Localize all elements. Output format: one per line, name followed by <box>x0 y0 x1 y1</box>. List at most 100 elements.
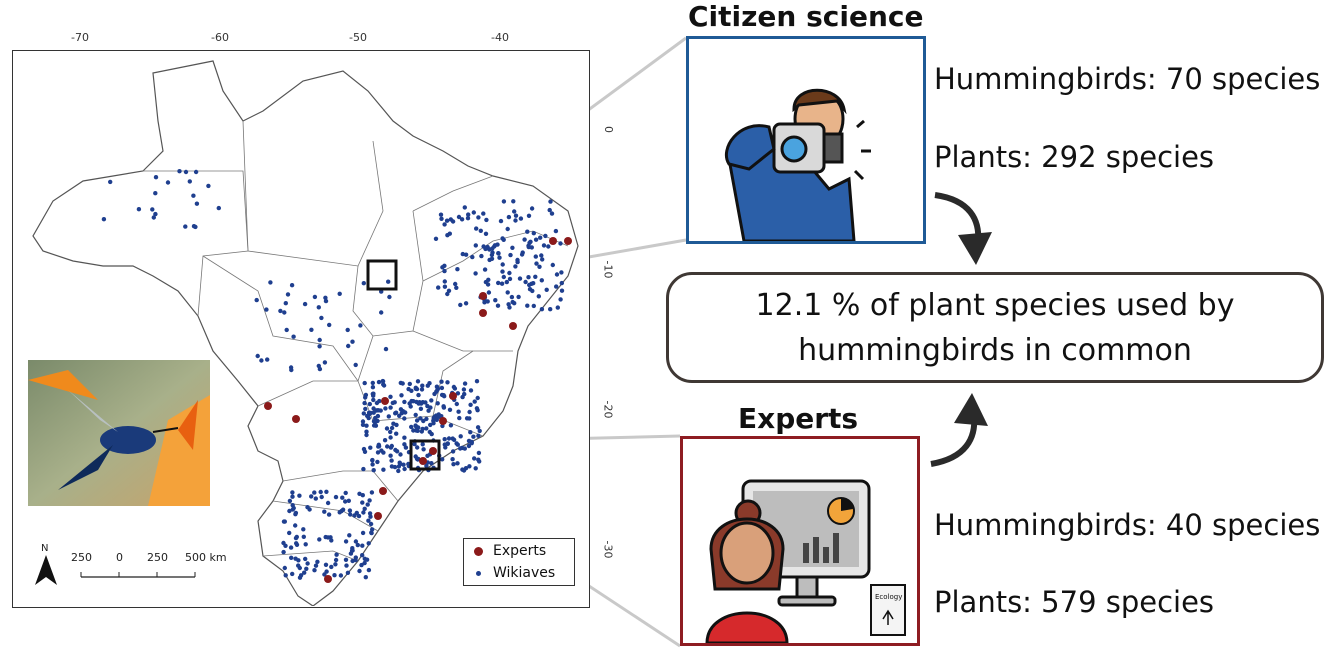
wikiaves-point <box>347 508 353 513</box>
wikiaves-point <box>396 468 401 474</box>
wikiaves-point <box>366 518 371 523</box>
wikiaves-point <box>323 562 329 567</box>
expert-point <box>479 309 487 317</box>
wikiaves-point <box>318 489 323 495</box>
wikiaves-point <box>454 285 459 290</box>
wikiaves-point <box>338 573 344 578</box>
wikiaves-point <box>468 402 473 407</box>
wikiaves-point <box>360 493 365 498</box>
wikiaves-point <box>293 535 299 541</box>
wikiaves-point <box>364 423 369 428</box>
wikiaves-point <box>285 292 291 297</box>
wikiaves-point <box>370 385 376 390</box>
wikiaves-point <box>471 210 476 215</box>
wikiaves-point <box>472 456 477 461</box>
wikiaves-point <box>324 489 329 494</box>
wikiaves-point <box>439 385 445 391</box>
wikiaves-point <box>323 295 328 300</box>
wikiaves-point <box>301 534 306 539</box>
wikiaves-point <box>541 243 547 248</box>
wikiaves-point <box>536 294 541 299</box>
wikiaves-point <box>522 237 527 242</box>
common-species-box: 12.1 % of plant species used by hummingb… <box>666 272 1324 383</box>
x-tick-label: -70 <box>71 31 89 44</box>
wikiaves-point <box>414 428 419 433</box>
wikiaves-point <box>361 281 366 286</box>
y-tick-label: 0 <box>602 126 615 133</box>
wikiaves-point <box>191 193 196 198</box>
wikiaves-point <box>402 416 407 421</box>
wikiaves-point <box>559 280 564 286</box>
wikiaves-point <box>364 432 369 438</box>
x-tick-label: -60 <box>211 31 229 44</box>
wikiaves-point <box>504 279 509 285</box>
wikiaves-point <box>370 458 375 463</box>
wikiaves-point <box>153 191 158 196</box>
wikiaves-point <box>150 207 155 212</box>
wikiaves-point <box>539 278 544 283</box>
wikiaves-point <box>384 426 390 431</box>
wikiaves-point <box>413 386 419 391</box>
wikiaves-point <box>559 288 565 293</box>
wikiaves-point <box>445 441 450 446</box>
wikiaves-point <box>529 281 534 286</box>
curved-arrow-down-icon <box>934 192 992 265</box>
wikiaves-point <box>476 215 481 220</box>
wikiaves-point <box>334 552 339 557</box>
expert-points <box>264 237 572 583</box>
wikiaves-point <box>407 401 412 406</box>
expert-point <box>549 237 557 245</box>
wikiaves-point <box>493 298 498 303</box>
wikiaves-point <box>337 291 342 296</box>
wikiaves-point <box>537 264 542 269</box>
wikiaves-point <box>415 379 421 384</box>
wikiaves-point <box>458 302 463 308</box>
wikiaves-point <box>431 421 436 426</box>
wikiaves-point <box>265 357 270 362</box>
wikiaves-point <box>539 253 544 258</box>
wikiaves-point <box>511 199 516 204</box>
wikiaves-point <box>362 400 367 406</box>
wikiaves-point <box>361 411 366 416</box>
wikiaves-point <box>394 431 399 436</box>
wikiaves-point <box>428 422 433 428</box>
photographer-icon <box>724 88 871 243</box>
wikiaves-point <box>442 437 447 442</box>
wikiaves-point <box>416 401 421 406</box>
wikiaves-point <box>457 415 462 421</box>
expert-point <box>509 322 517 330</box>
wikiaves-point <box>364 429 369 434</box>
wikiaves-point <box>165 180 171 185</box>
scale-label: 0 <box>116 551 123 564</box>
wikiaves-point <box>284 327 289 333</box>
wikiaves-point <box>371 423 377 428</box>
wikiaves-point <box>388 405 393 410</box>
wikiaves-point <box>349 548 355 553</box>
wikiaves-point <box>474 226 479 231</box>
wikiaves-point <box>366 567 372 573</box>
wikiaves-point <box>353 362 358 368</box>
wikiaves-point <box>367 401 372 407</box>
wikiaves-point <box>362 560 367 566</box>
wikiaves-point <box>472 399 477 404</box>
wikiaves-point <box>543 233 548 239</box>
wikiaves-point <box>413 412 418 418</box>
wikiaves-point <box>356 513 362 519</box>
experts-panel: Ecology <box>680 436 920 646</box>
wikiaves-point <box>424 426 429 431</box>
wikiaves-point <box>523 279 528 285</box>
wikiaves-point <box>323 298 329 304</box>
wikiaves-point <box>327 322 332 328</box>
wikiaves-point <box>510 245 515 250</box>
wikiaves-point <box>538 235 543 240</box>
wikiaves-point <box>289 555 294 560</box>
wikiaves-point <box>454 441 459 446</box>
wikiaves-point <box>448 423 454 428</box>
common-line-1: 12.1 % of plant species used by <box>755 287 1235 323</box>
wikiaves-point <box>325 500 331 506</box>
wikiaves-point <box>526 213 532 218</box>
wikiaves-point <box>519 252 525 257</box>
wikiaves-point <box>451 462 456 467</box>
scale-label: 250 <box>71 551 92 564</box>
wikiaves-point <box>371 468 376 473</box>
